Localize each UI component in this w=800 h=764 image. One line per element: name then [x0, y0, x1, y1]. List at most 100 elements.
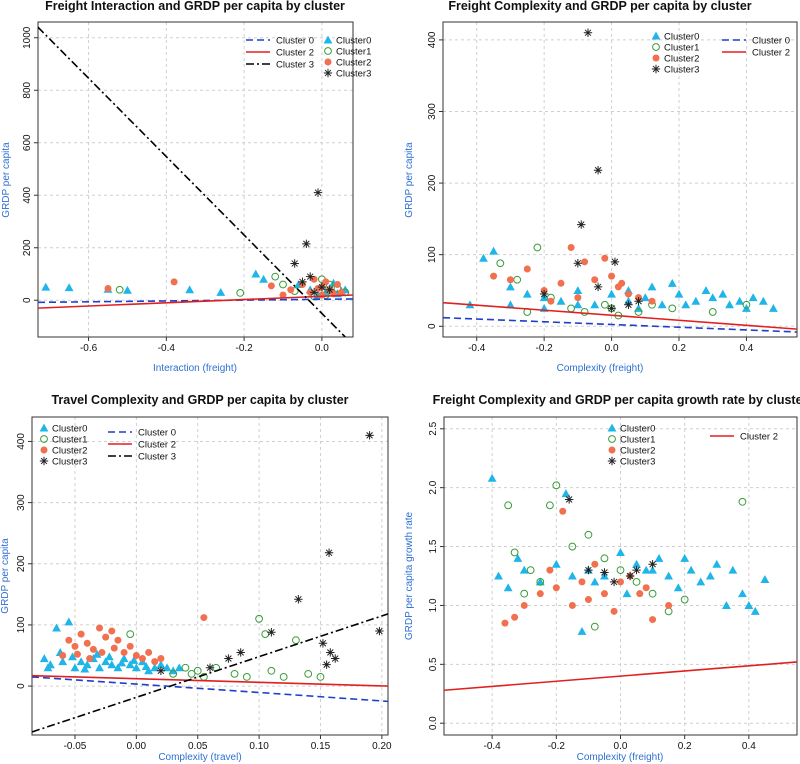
point-cluster0 — [735, 296, 745, 305]
point-cluster3 — [583, 28, 593, 37]
point-cluster0 — [141, 662, 151, 671]
point-cluster1 — [267, 666, 276, 675]
y-tick-label: 200 — [16, 555, 27, 572]
legend-marker-swatch — [39, 456, 49, 466]
fit-line-cluster-3 — [32, 613, 388, 733]
fit-line-cluster-2 — [32, 674, 388, 687]
point-cluster3 — [290, 259, 299, 268]
point-cluster3 — [324, 548, 334, 557]
point-cluster1 — [680, 595, 689, 604]
chart-title: Freight Complexity and GRDP per capita b… — [448, 0, 751, 13]
chart-title: Travel Complexity and GRDP per capita by… — [51, 393, 348, 407]
point-cluster2 — [649, 616, 657, 624]
x-tick-label: 0.0 — [605, 343, 619, 354]
point-cluster0 — [590, 577, 600, 586]
point-cluster3 — [648, 560, 657, 569]
point-cluster0 — [708, 293, 718, 302]
point-cluster1 — [242, 673, 251, 681]
point-cluster2 — [65, 636, 73, 644]
point-cluster0 — [681, 300, 691, 309]
point-cluster1 — [546, 501, 554, 510]
point-cluster2 — [120, 648, 128, 656]
point-cluster1 — [664, 607, 673, 616]
data-layer — [38, 26, 353, 337]
legend-marker-swatch — [324, 47, 332, 55]
point-cluster1 — [513, 275, 522, 284]
point-cluster2 — [591, 276, 599, 284]
point-cluster2 — [98, 648, 106, 656]
plot-frame — [442, 21, 798, 338]
chart-panel-4: -0.4 -0.2 0.0 0.2 0.4 0.0 0.5 1.0 1.5 2.0 2.5 Freig… — [404, 393, 800, 763]
legend-label: Cluster 2 — [740, 432, 778, 443]
point-cluster2 — [636, 590, 644, 598]
y-tick-label: 200 — [427, 174, 438, 191]
x-tick-label: -0.4 — [484, 741, 502, 752]
point-cluster3 — [156, 666, 166, 675]
data-layer — [444, 473, 797, 692]
point-cluster0 — [750, 606, 760, 615]
point-cluster3 — [322, 660, 331, 669]
point-cluster2 — [310, 275, 318, 283]
legend-marker-swatch — [324, 58, 332, 66]
legend-marker-swatch — [323, 35, 333, 44]
point-cluster1 — [668, 304, 677, 313]
point-cluster0 — [131, 663, 141, 672]
point-cluster1 — [590, 622, 599, 631]
point-cluster0 — [769, 303, 778, 312]
x-axis-label: Complexity (freight) — [557, 363, 644, 374]
point-cluster3 — [331, 654, 340, 663]
chart-panel-2: -0.4 -0.2 0.0 0.2 0.4 0 100 200 300 400 Freight Co… — [404, 0, 798, 374]
legend-label: Cluster2 — [620, 446, 655, 457]
point-cluster2 — [337, 288, 345, 296]
point-cluster2 — [102, 633, 110, 641]
point-cluster1 — [279, 673, 288, 681]
point-cluster1 — [236, 289, 245, 297]
point-cluster0 — [561, 489, 571, 498]
x-tick-label: 0.00 — [127, 741, 147, 752]
point-cluster2 — [126, 642, 134, 650]
legend-label: Cluster3 — [336, 69, 371, 80]
point-cluster3 — [600, 568, 609, 577]
x-tick-label: -0.2 — [235, 343, 253, 354]
point-cluster2 — [108, 627, 116, 635]
point-cluster3 — [593, 165, 603, 175]
legend-label: Cluster1 — [336, 47, 371, 58]
point-cluster1 — [496, 259, 505, 268]
point-cluster2 — [73, 650, 81, 658]
chart-panel-3: -0.05 0.00 0.05 0.10 0.15 0.20 0 100 200 300 400 Tr… — [0, 393, 392, 763]
legend-label: Cluster3 — [52, 457, 87, 468]
legend-label: Cluster 3 — [276, 60, 314, 71]
point-cluster0 — [162, 663, 172, 672]
point-cluster1 — [255, 614, 264, 623]
point-cluster0 — [150, 663, 160, 672]
y-tick-label: 300 — [427, 103, 438, 120]
y-axis-label: GRDP per capita — [1, 142, 12, 218]
point-cluster2 — [601, 254, 609, 262]
point-cluster0 — [696, 577, 706, 586]
point-cluster3 — [624, 300, 633, 309]
point-cluster1 — [261, 630, 270, 638]
point-cluster3 — [610, 257, 620, 267]
y-tick-label: 0 — [22, 297, 33, 303]
point-cluster1 — [316, 673, 325, 681]
chart-title: Freight Interaction and GRDP per capita … — [45, 0, 345, 13]
point-cluster1 — [567, 304, 576, 313]
point-cluster0 — [760, 575, 770, 584]
point-cluster2 — [536, 590, 544, 598]
fit-line-cluster-0 — [32, 676, 388, 703]
point-cluster3 — [625, 571, 635, 581]
legend-label: Cluster1 — [664, 43, 699, 54]
point-cluster2 — [574, 294, 582, 302]
y-tick-label: 200 — [22, 239, 33, 256]
point-cluster0 — [647, 282, 657, 291]
point-cluster2 — [151, 658, 159, 666]
point-cluster2 — [114, 636, 122, 644]
fit-legend: Cluster 2 — [710, 432, 778, 443]
point-cluster0 — [58, 657, 68, 666]
point-cluster2 — [59, 652, 67, 659]
point-cluster2 — [642, 584, 650, 592]
point-cluster1 — [616, 566, 625, 575]
point-cluster3 — [577, 220, 586, 229]
